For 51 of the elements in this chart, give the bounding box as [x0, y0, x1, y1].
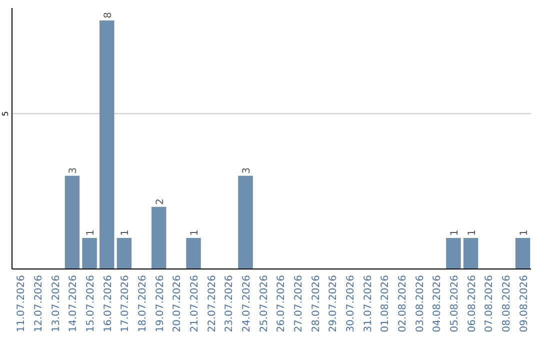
x-tick-label: 29.07.2026	[328, 275, 340, 332]
x-tick-label: 21.07.2026	[190, 275, 201, 332]
x-tick-label: 17.07.2026	[120, 275, 132, 332]
bar	[64, 176, 80, 269]
data-label: 1	[120, 230, 132, 236]
x-tick-label: 07.08.2026	[484, 275, 496, 332]
x-tick-label: 03.08.2026	[414, 275, 426, 332]
x-tick-label: 05.08.2026	[449, 275, 460, 332]
x-tick-label: 04.08.2026	[432, 275, 444, 332]
x-tick-label: 12.07.2026	[34, 275, 45, 332]
bar	[82, 238, 97, 269]
x-tick-label: 31.07.2026	[362, 275, 374, 332]
x-tick-label: 16.07.2026	[102, 275, 114, 332]
x-tick-label: 25.07.2026	[258, 275, 270, 332]
x-tick-label: 11.07.2026	[16, 275, 28, 332]
data-label: 3	[242, 167, 253, 174]
x-tick-label: 13.07.2026	[50, 275, 62, 332]
x-tick-label: 01.08.2026	[380, 275, 392, 332]
x-tick-label: 24.07.2026	[242, 275, 253, 332]
data-label: 3	[68, 167, 80, 174]
x-tick-label: 19.07.2026	[154, 275, 166, 332]
x-tick-label: 22.07.2026	[206, 275, 218, 332]
bar	[446, 238, 461, 269]
bar	[463, 238, 478, 269]
data-label: 2	[154, 198, 166, 205]
x-tick-label: 18.07.2026	[138, 275, 149, 332]
x-tick-label: 02.08.2026	[397, 275, 408, 332]
x-tick-label: 27.07.2026	[293, 275, 304, 332]
data-label: 1	[86, 230, 97, 236]
bar	[186, 238, 201, 269]
x-tick-label: 26.07.2026	[276, 275, 288, 332]
data-label: 1	[466, 230, 478, 236]
x-tick-label: 20.07.2026	[172, 275, 184, 332]
x-tick-label: 15.07.2026	[86, 275, 97, 332]
x-tick-label: 08.08.2026	[501, 275, 512, 332]
data-label: 1	[518, 230, 530, 236]
x-tick-label: 09.08.2026	[518, 275, 530, 332]
data-label: 1	[449, 230, 460, 236]
bar	[238, 176, 253, 269]
bar	[100, 20, 114, 269]
x-tick-label: 23.07.2026	[224, 275, 236, 332]
x-tick-label: 14.07.2026	[68, 275, 80, 332]
bar	[116, 238, 132, 269]
bar	[515, 238, 530, 269]
x-tick-label: 30.07.2026	[345, 275, 356, 332]
x-tick-label: 28.07.2026	[310, 275, 322, 332]
x-tick-label: 06.08.2026	[466, 275, 478, 332]
y-tick-label: 5	[1, 111, 10, 116]
bar	[151, 206, 166, 269]
data-label: 8	[102, 12, 114, 18]
data-label: 1	[190, 230, 201, 236]
